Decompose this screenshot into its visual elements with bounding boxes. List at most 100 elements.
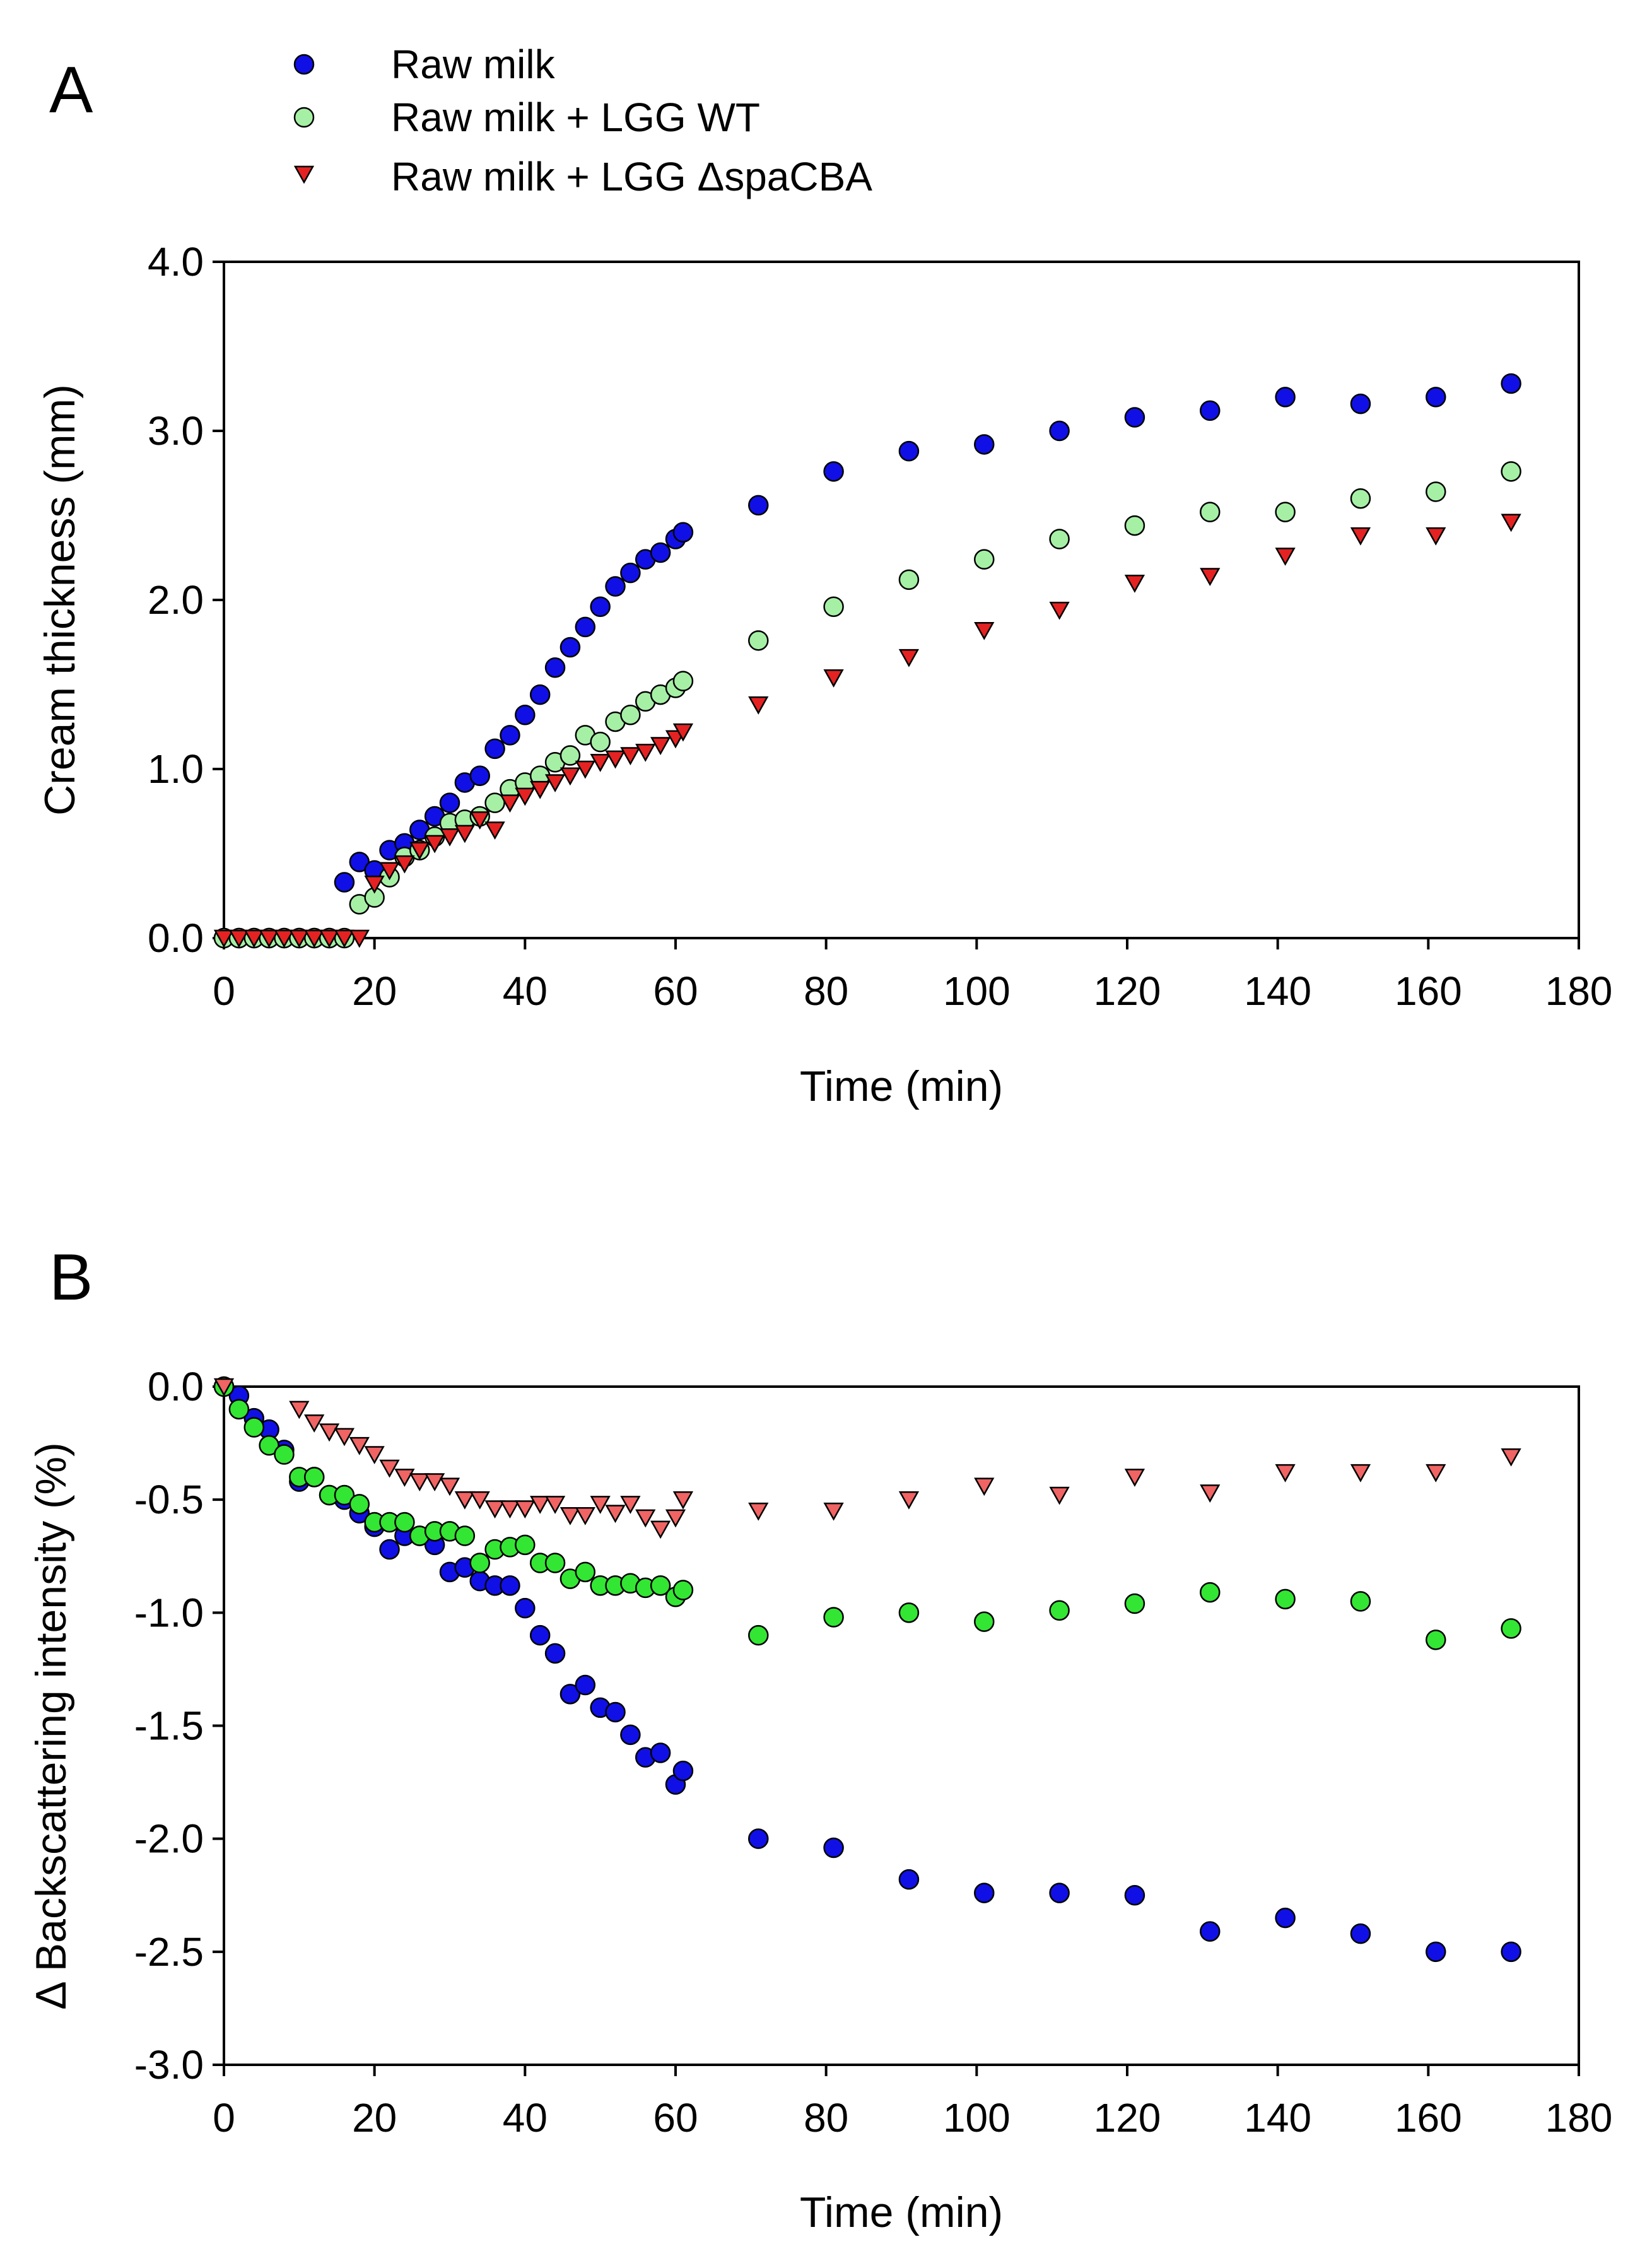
point-a-s2-17 [469,811,490,830]
point-b-s2-5 [349,1436,370,1455]
point-b-s2-2 [304,1414,325,1433]
panel-a: 0 20 40 60 80 100 120 140 160 1800.01.02.03.04.0 … [36,239,1612,1110]
point-a-s2-10 [364,875,385,894]
x-tick-label-a-2: 40 [503,968,548,1014]
point-a-s0-15 [439,792,460,813]
x-tick-label-b-7: 140 [1244,2095,1311,2141]
point-a-s2-33 [823,669,844,688]
point-b-s1-33 [823,1607,844,1628]
point-a-s0-24 [575,616,596,638]
point-b-s1-24 [575,1561,596,1583]
point-a-s2-1 [228,929,249,948]
point-a-s2-9 [349,929,370,948]
x-tick-label-a-4: 80 [804,968,848,1014]
point-b-s1-31 [672,1580,694,1600]
x-tick-label-b-5: 100 [943,2095,1011,2141]
point-b-s2-3 [319,1423,340,1442]
x-axis-title-b: Time (min) [800,2188,1003,2236]
point-b-s1-2 [243,1417,264,1438]
point-a-s2-32 [748,696,769,715]
point-a-s2-41 [1426,527,1446,546]
point-a-s2-14 [425,835,445,854]
point-a-s2-19 [500,794,520,813]
point-a-s1-40 [1350,488,1371,509]
point-a-s2-37 [1124,574,1145,593]
y-tick-label-a-2: 2.0 [148,577,204,623]
point-b-s1-4 [274,1444,295,1465]
legend-item-raw-milk: Raw milk [293,42,556,87]
point-b-s1-34 [898,1602,920,1623]
point-b-s1-41 [1426,1630,1446,1650]
point-b-s0-32 [748,1828,769,1849]
point-a-s2-4 [274,929,295,948]
y-tick-label-b-5: -2.5 [134,1929,204,1975]
point-a-s2-25 [590,754,611,772]
point-b-s2-13 [469,1491,490,1510]
tick-group-b: 0 20 40 60 80 100 120 140 160 180 0.0 -0.5 -1.0 -1.5 -… [134,1364,1613,2141]
point-b-s0-21 [529,1624,551,1646]
point-b-s2-28 [748,1502,769,1521]
point-b-s2-18 [544,1496,566,1514]
x-tick-label-b-9: 180 [1545,2095,1613,2141]
plot-frame-b [223,1385,1580,2066]
y-tick-label-a-3: 3.0 [148,408,204,454]
point-a-s1-38 [1200,502,1221,522]
legend: Raw milk Raw milk + LGG WT Raw milk + LG… [293,42,872,199]
y-tick-label-a-4: 4.0 [148,239,204,285]
x-tick-label-a-5: 100 [943,968,1011,1014]
point-b-s2-35 [1275,1464,1296,1483]
point-b-s2-4 [334,1428,355,1447]
panel-b: 0 20 40 60 80 100 120 140 160 180 0.0 -0.5 -1.0 -1.5 -… [27,1364,1612,2236]
x-tick-label-a-1: 20 [352,968,397,1014]
point-b-s2-27 [672,1491,694,1510]
point-a-s0-35 [974,434,995,455]
point-a-s2-2 [243,929,264,948]
point-b-s0-37 [1124,1885,1145,1906]
x-tick-label-b-1: 20 [352,2095,397,2141]
point-b-s1-42 [1501,1618,1521,1639]
point-b-s1-39 [1275,1589,1296,1610]
point-a-s2-12 [394,855,415,874]
point-b-s1-38 [1200,1582,1221,1603]
point-b-s2-36 [1350,1464,1371,1483]
point-b-s2-23 [620,1496,641,1514]
point-a-s0-41 [1426,387,1446,408]
point-a-s2-21 [530,780,551,799]
point-a-s1-36 [1049,529,1070,549]
point-a-s0-17 [469,765,490,786]
x-tick-label-a-3: 60 [653,968,698,1014]
legend-item-lgg-wt: Raw milk + LGG WT [293,95,760,140]
point-b-s2-29 [823,1502,844,1521]
point-b-s1-29 [650,1575,671,1596]
x-tick-label-a-6: 120 [1094,968,1161,1014]
point-b-s2-9 [409,1473,430,1492]
point-b-s2-14 [484,1500,505,1519]
point-a-s0-25 [590,596,611,617]
panel-label-b: B [49,1241,93,1314]
point-a-s1-34 [898,569,920,590]
point-b-s2-24 [635,1509,656,1528]
point-b-s2-0 [213,1378,235,1397]
point-a-s2-35 [974,621,995,640]
panel-label-a: A [49,54,93,127]
point-b-s2-1 [289,1401,310,1419]
point-a-s2-38 [1200,568,1221,587]
y-axis-title-a: Cream thickness (mm) [36,384,84,816]
y-tick-label-b-2: -1.0 [134,1590,204,1635]
point-b-s2-32 [1049,1486,1070,1505]
point-b-s2-10 [425,1473,445,1492]
point-a-s2-15 [439,828,460,847]
y-tick-label-b-4: -2.0 [134,1816,204,1862]
point-a-s1-32 [748,630,769,651]
y-tick-label-b-3: -1.5 [134,1703,204,1749]
point-a-s1-18 [484,792,505,813]
point-a-s1-35 [974,549,995,570]
point-a-s2-18 [484,821,505,840]
point-b-s2-34 [1200,1484,1221,1503]
point-b-s0-24 [575,1674,596,1696]
point-b-s1-8 [334,1484,355,1506]
point-b-s1-3 [259,1435,279,1456]
point-a-s2-31 [672,723,694,742]
point-b-s2-6 [364,1446,385,1465]
